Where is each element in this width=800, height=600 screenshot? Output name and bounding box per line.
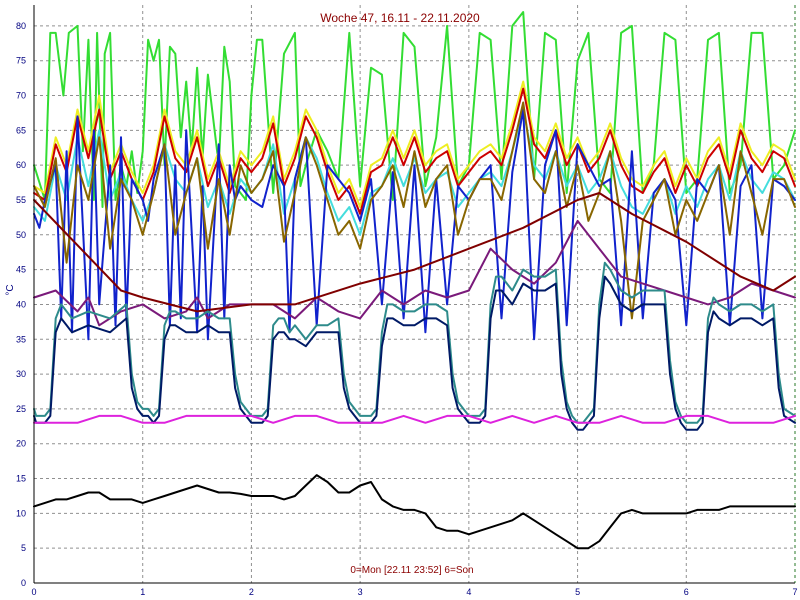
- x-tick-label: 7: [792, 587, 797, 597]
- y-tick-label: 25: [16, 404, 26, 414]
- series-line-8: [33, 192, 796, 313]
- y-tick-label: 30: [16, 369, 26, 379]
- series-line-9: [33, 261, 796, 424]
- y-tick-label: 65: [16, 125, 26, 135]
- grid: [34, 5, 796, 583]
- y-tick-label: 60: [16, 160, 26, 170]
- y-tick-label: 35: [16, 334, 26, 344]
- y-tick-label: 70: [16, 91, 26, 101]
- y-tick-label: 75: [16, 56, 26, 66]
- x-tick-label: 5: [575, 587, 580, 597]
- x-tick-label: 3: [358, 587, 363, 597]
- y-tick-label: 10: [16, 508, 26, 518]
- y-tick-label: 20: [16, 439, 26, 449]
- series-line-7: [33, 219, 796, 327]
- y-tick-label: 40: [16, 299, 26, 309]
- y-tick-label: 50: [16, 230, 26, 240]
- series-line-3: [33, 87, 796, 215]
- y-tick-label: 5: [21, 543, 26, 553]
- axes: [33, 5, 795, 584]
- series-line-11: [33, 414, 796, 424]
- series-line-6: [33, 101, 796, 320]
- series-group: [33, 11, 796, 550]
- series-line-12: [33, 474, 796, 550]
- y-tick-label: 45: [16, 265, 26, 275]
- x-axis-label: 0=Mon [22.11 23:52] 6=Son: [350, 565, 473, 576]
- x-tick-label: 0: [31, 587, 36, 597]
- series-line-5: [33, 108, 796, 341]
- series-line-10: [33, 275, 796, 431]
- chart-title: Woche 47, 16.11 - 22.11.2020: [320, 11, 480, 25]
- x-tick-label: 6: [684, 587, 689, 597]
- series-line-2: [33, 80, 796, 208]
- y-tick-label: 80: [16, 21, 26, 31]
- y-tick-label: 15: [16, 474, 26, 484]
- y-tick-label: 0: [21, 578, 26, 588]
- y-axis-label: °C: [5, 284, 16, 295]
- x-tick-label: 4: [466, 587, 471, 597]
- x-tick-label: 2: [249, 587, 254, 597]
- y-tick-label: 55: [16, 195, 26, 205]
- x-tick-label: 1: [140, 587, 145, 597]
